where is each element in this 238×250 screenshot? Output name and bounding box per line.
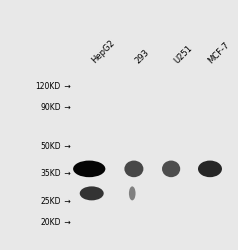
Text: HepG2: HepG2 [90,38,117,65]
Ellipse shape [198,160,222,177]
Text: 120KD: 120KD [35,82,61,91]
Text: →: → [62,142,71,151]
Ellipse shape [73,160,105,177]
Ellipse shape [124,160,144,177]
Ellipse shape [80,186,104,200]
Text: U251: U251 [173,43,195,65]
Text: 50KD: 50KD [40,142,61,151]
Text: →: → [62,169,71,178]
Text: →: → [62,82,71,91]
Text: 293: 293 [133,48,151,65]
Text: 35KD: 35KD [40,169,61,178]
Text: 90KD: 90KD [40,103,61,112]
Text: →: → [62,218,71,227]
Text: 20KD: 20KD [40,218,61,227]
Ellipse shape [162,160,180,177]
Text: →: → [62,103,71,112]
Ellipse shape [129,186,136,200]
Text: MCF-7: MCF-7 [206,40,231,65]
Text: 25KD: 25KD [40,197,61,206]
Text: →: → [62,197,71,206]
